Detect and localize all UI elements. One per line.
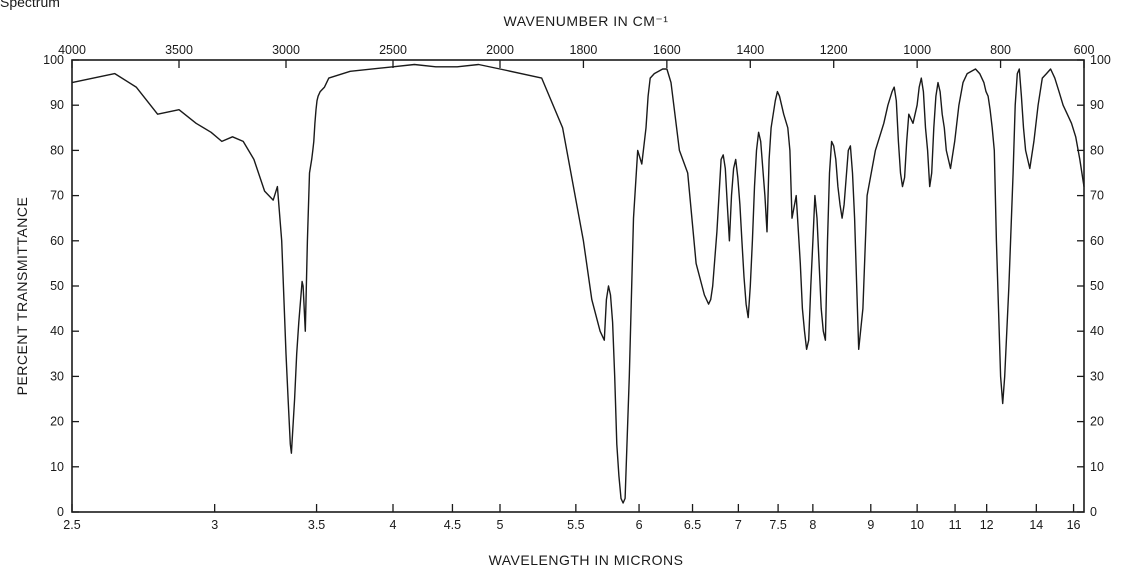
bottom-tick-label: 8 — [809, 518, 816, 532]
y-tick-label: 70 — [50, 189, 64, 203]
bottom-tick-label: 3 — [211, 518, 218, 532]
bottom-tick-label: 9 — [867, 518, 874, 532]
bottom-tick-label: 7.5 — [769, 518, 786, 532]
bottom-tick-label: 5.5 — [567, 518, 584, 532]
y-tick-label-right: 90 — [1090, 98, 1104, 112]
bottom-tick-label: 6.5 — [684, 518, 701, 532]
top-tick-label: 3000 — [272, 43, 300, 57]
y-tick-label-right: 50 — [1090, 279, 1104, 293]
top-tick-label: 1000 — [903, 43, 931, 57]
y-tick-label-right: 0 — [1090, 505, 1097, 519]
y-tick-label: 60 — [50, 234, 64, 248]
y-tick-label: 50 — [50, 279, 64, 293]
top-x-axis: 4000 3500 3000 2500 2000 1800 1600 1400 1200 1000… — [58, 43, 1094, 68]
bottom-tick-label: 16 — [1067, 518, 1081, 532]
top-tick-label: 3500 — [165, 43, 193, 57]
page-title: Spectrum — [0, 0, 60, 10]
bottom-tick-label: 4 — [390, 518, 397, 532]
y-tick-label-right: 40 — [1090, 324, 1104, 338]
top-tick-label: 1600 — [653, 43, 681, 57]
bottom-tick-label: 14 — [1029, 518, 1043, 532]
x2-axis-title: WAVENUMBER IN CM⁻¹ — [504, 13, 669, 29]
bottom-tick-label: 7 — [735, 518, 742, 532]
y-tick-label: 90 — [50, 98, 64, 112]
y-axis-title: PERCENT TRANSMITTANCE — [14, 197, 30, 396]
y-tick-label: 30 — [50, 369, 64, 383]
bottom-tick-label: 10 — [910, 518, 924, 532]
bottom-tick-label: 5 — [497, 518, 504, 532]
y-tick-label: 100 — [43, 53, 64, 67]
top-tick-label: 800 — [990, 43, 1011, 57]
y-tick-label-right: 60 — [1090, 234, 1104, 248]
y-tick-label-right: 30 — [1090, 369, 1104, 383]
top-tick-label: 2000 — [486, 43, 514, 57]
top-tick-label: 600 — [1074, 43, 1095, 57]
top-tick-label: 4000 — [58, 43, 86, 57]
y-tick-label: 20 — [50, 415, 64, 429]
y-tick-label: 10 — [50, 460, 64, 474]
y-tick-label-right: 80 — [1090, 143, 1104, 157]
bottom-tick-label: 12 — [980, 518, 994, 532]
bottom-tick-label: 11 — [949, 518, 962, 532]
y-tick-label-right: 70 — [1090, 189, 1104, 203]
bottom-tick-label: 3.5 — [308, 518, 325, 532]
series-line — [71, 63, 1085, 504]
bottom-tick-label: 4.5 — [444, 518, 461, 532]
top-tick-label: 1200 — [820, 43, 848, 57]
y-tick-label-right: 100 — [1090, 53, 1111, 67]
bottom-tick-label: 6 — [636, 518, 643, 532]
y-tick-label: 0 — [57, 505, 64, 519]
top-tick-label: 1800 — [570, 43, 598, 57]
y-tick-label-right: 20 — [1090, 415, 1104, 429]
bottom-x-axis: 2.5 3 3.5 4 4.5 5 5.5 6 6.5 7 7.5 8 9 10 11 12 14 16 — [63, 504, 1081, 532]
plot-frame — [71, 59, 1085, 513]
left-y-axis: 0 10 20 30 40 50 60 70 80 90 100 — [43, 53, 79, 519]
y-tick-label-right: 10 — [1090, 460, 1104, 474]
top-tick-label: 2500 — [379, 43, 407, 57]
top-tick-label: 1400 — [736, 43, 764, 57]
x-axis-title: WAVELENGTH IN MICRONS — [489, 552, 684, 568]
bottom-tick-label: 2.5 — [63, 518, 80, 532]
y-tick-label: 40 — [50, 324, 64, 338]
y-tick-label: 80 — [50, 143, 64, 157]
right-y-axis: 0 10 20 30 40 50 60 70 80 90 100 — [1077, 53, 1111, 519]
